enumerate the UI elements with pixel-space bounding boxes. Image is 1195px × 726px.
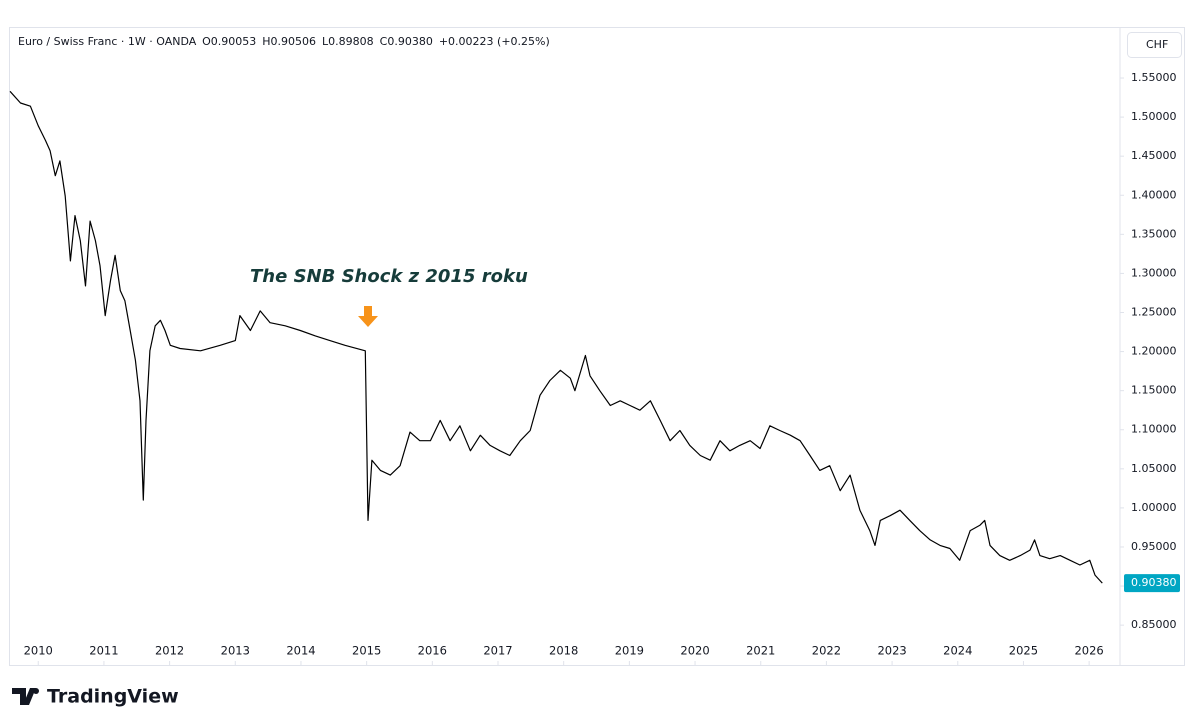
x-tick-label: 2025 (1009, 644, 1038, 658)
chart-frame (9, 27, 1185, 666)
brand-logo: TradingView (12, 686, 179, 708)
logo-icon (12, 688, 36, 705)
x-tick-label: 2016 (418, 644, 447, 658)
x-tick-label: 2024 (943, 644, 972, 658)
ohlc-low: L0.89808 (322, 35, 374, 48)
annotation-arrow (358, 306, 378, 327)
header: Euro / Swiss Franc · 1W · OANDA O0.90053 H… (18, 35, 550, 48)
last-price-label: 0.90380 (1131, 576, 1177, 589)
y-tick-label: 1.10000 (1131, 423, 1177, 436)
price-line (9, 90, 1103, 584)
logo-dot (33, 688, 39, 694)
annotation: The SNB Shock z 2015 roku (250, 266, 528, 287)
x-tick-label: 2012 (155, 644, 184, 658)
x-tick-label: 2017 (483, 644, 512, 658)
currency-button[interactable] (1127, 32, 1182, 58)
y-tick-label: 1.40000 (1131, 188, 1177, 201)
x-tick-label: 2023 (877, 644, 906, 658)
last-price-box (1124, 574, 1180, 593)
ohlc-open: O0.90053 (202, 35, 256, 48)
x-tick-label: 2011 (89, 644, 118, 658)
y-tick-label: 1.15000 (1131, 384, 1177, 397)
x-tick-label: 2021 (746, 644, 775, 658)
currency[interactable]: CHF (1146, 38, 1168, 51)
y-tick-label: 1.25000 (1131, 306, 1177, 319)
y-tick-label: 1.55000 (1131, 71, 1177, 84)
symbol: Euro / Swiss Franc · 1W · OANDA (18, 35, 197, 48)
x-tick-label: 2020 (680, 644, 709, 658)
y-tick-label: 1.20000 (1131, 345, 1177, 358)
y-tick-label: 1.00000 (1131, 501, 1177, 514)
ohlc-high: H0.90506 (262, 35, 316, 48)
x-tick-label: 2015 (352, 644, 381, 658)
x-tick-label: 2013 (221, 644, 250, 658)
y-tick-label: 1.30000 (1131, 266, 1177, 279)
x-tick-label: 2019 (615, 644, 644, 658)
y-tick-label: 1.35000 (1131, 227, 1177, 240)
y-tick-label: 1.05000 (1131, 462, 1177, 475)
x-tick-label: 2022 (812, 644, 841, 658)
y-tick-label: 1.50000 (1131, 110, 1177, 123)
x-tick-label: 2014 (286, 644, 315, 658)
change: +0.00223 (+0.25%) (439, 35, 550, 48)
x-tick-label: 2026 (1074, 644, 1103, 658)
y-tick-label: 1.45000 (1131, 149, 1177, 162)
x-tick-label: 2018 (549, 644, 578, 658)
brand: TradingView (47, 686, 179, 708)
x-tick-label: 2010 (24, 644, 53, 658)
ohlc-close: C0.90380 (380, 35, 433, 48)
y-tick-label: 0.85000 (1131, 618, 1177, 631)
y-tick-label: 0.95000 (1131, 540, 1177, 553)
